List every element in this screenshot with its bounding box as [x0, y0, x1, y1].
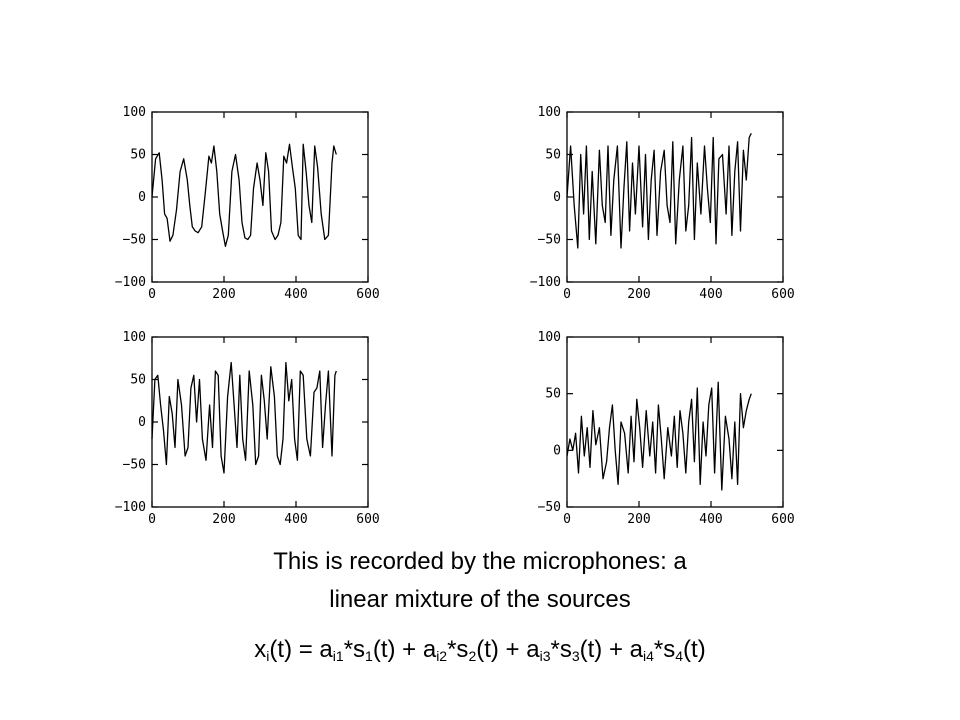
x-tick-label: 0	[148, 512, 156, 527]
x-tick-label: 400	[284, 512, 307, 527]
x-tick-label: 600	[356, 287, 379, 302]
y-tick-label: 0	[138, 190, 146, 205]
x-tick-label: 600	[356, 512, 379, 527]
formula-text: (t)	[683, 636, 706, 663]
y-tick-label: 50	[545, 387, 561, 402]
formula-subscript: 1	[365, 648, 373, 664]
formula-subscript: i	[266, 648, 270, 664]
y-tick-label: 50	[130, 148, 146, 163]
caption-line-1: This is recorded by the microphones: a	[273, 548, 687, 575]
y-tick-label: 50	[130, 373, 146, 388]
formula-text: (t) + a	[372, 636, 437, 663]
formula-text: x	[254, 636, 267, 663]
y-tick-label: −100	[530, 275, 561, 290]
y-tick-label: 50	[545, 148, 561, 163]
y-tick-label: 100	[123, 330, 146, 345]
caption-line-2: linear mixture of the sources	[329, 586, 631, 613]
x-tick-label: 400	[284, 287, 307, 302]
formula-text: *s	[447, 636, 469, 663]
formula-subscript: 2	[468, 648, 477, 664]
y-tick-label: −100	[115, 500, 146, 515]
formula-subscript: i4	[643, 648, 654, 664]
signal-line	[151, 361, 337, 474]
y-tick-label: −50	[123, 458, 146, 473]
mixture-plot-4: 0 200 400 600 100 50 0 −50	[505, 325, 805, 535]
y-tick-label: 100	[538, 105, 561, 120]
y-tick-label: −50	[538, 233, 561, 248]
x-tick-label: 200	[627, 287, 650, 302]
formula-subscript: i2	[436, 648, 448, 664]
x-tick-label: 0	[563, 287, 571, 302]
formula-text: *s	[550, 636, 572, 663]
formula-text: (t) + a	[579, 636, 643, 663]
signal-line	[566, 381, 752, 491]
plot-frame	[151, 111, 369, 283]
y-tick-label: 0	[138, 415, 146, 430]
x-tick-label: 200	[212, 287, 235, 302]
y-tick-label: 100	[538, 330, 561, 345]
x-tick-label: 0	[563, 512, 571, 527]
formula-text: *s	[653, 636, 676, 663]
y-tick-label: −50	[123, 233, 146, 248]
y-tick-label: 0	[553, 190, 561, 205]
x-tick-label: 600	[771, 512, 794, 527]
mixture-plot-2: 0 200 400 600 100 50 0 −50 −100	[505, 100, 805, 310]
formula-text: (t) + a	[476, 636, 540, 663]
x-tick-label: 600	[771, 287, 794, 302]
formula-text: *s	[343, 636, 366, 663]
x-tick-label: 0	[148, 287, 156, 302]
x-tick-label: 200	[627, 512, 650, 527]
y-tick-label: −100	[115, 275, 146, 290]
x-tick-label: 200	[212, 512, 235, 527]
chart-svg: 0 200 400 600 100 50 0 −50 −100	[115, 105, 380, 302]
chart-svg: 0 200 400 600 100 50 0 −50 −100	[530, 105, 795, 302]
chart-svg: 0 200 400 600 100 50 0 −50 −100	[115, 330, 380, 527]
plot-frame	[566, 336, 784, 508]
mixing-formula: xi(t) = ai1*s1(t) + ai2*s2(t) + ai3*s3(t…	[0, 636, 960, 664]
signal-line	[151, 143, 337, 247]
mixture-plot-1: 0 200 400 600 100 50 0 −50 −100	[90, 100, 390, 310]
formula-subscript: 4	[675, 648, 684, 664]
formula-text: (t) = a	[269, 636, 333, 663]
x-tick-label: 400	[699, 512, 722, 527]
x-tick-label: 400	[699, 287, 722, 302]
y-tick-label: 0	[553, 443, 561, 458]
formula-subscript: i1	[332, 648, 344, 664]
y-tick-label: 100	[123, 105, 146, 120]
formula-subscript: 3	[571, 648, 580, 664]
y-tick-label: −50	[538, 500, 561, 515]
formula-subscript: i3	[539, 648, 551, 664]
signal-line	[566, 133, 752, 249]
mixture-plot-3: 0 200 400 600 100 50 0 −50 −100	[90, 325, 390, 535]
